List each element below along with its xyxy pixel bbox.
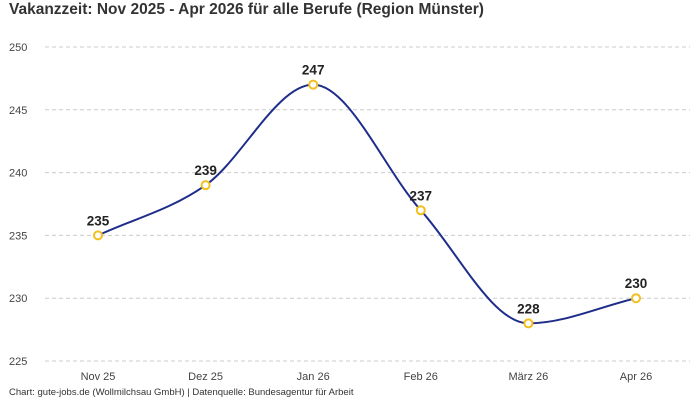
series-line — [97, 83, 637, 325]
data-point — [631, 293, 641, 304]
x-axis-ticks: Nov 25 Dez 25 Jan 26 Feb 26 März 26 Apr 26 — [81, 371, 653, 383]
data-point — [415, 205, 426, 216]
x-tick-label: Jan 26 — [297, 371, 330, 383]
y-tick-label: 230 — [9, 293, 27, 305]
y-tick-label: 225 — [9, 356, 27, 368]
data-label: 235 — [87, 213, 110, 228]
y-tick-label: 240 — [9, 168, 27, 180]
y-tick-label: 235 — [9, 230, 27, 242]
data-label: 230 — [625, 276, 648, 291]
gridlines — [45, 46, 690, 362]
x-tick-label: Feb 26 — [404, 371, 438, 383]
chart-footer: Chart: gute-jobs.de (Wollmilchsau GmbH) … — [9, 387, 354, 398]
data-labels: 235 239 247 237 228 230 — [87, 63, 648, 317]
data-label: 247 — [302, 63, 325, 78]
y-tick-label: 245 — [9, 105, 27, 117]
data-label: 239 — [194, 163, 217, 178]
y-tick-label: 250 — [9, 42, 27, 54]
data-markers — [93, 79, 641, 329]
data-point — [93, 230, 103, 241]
data-label: 237 — [410, 188, 433, 203]
data-label: 228 — [517, 301, 540, 316]
data-point — [523, 318, 534, 329]
x-tick-label: Nov 25 — [81, 371, 116, 383]
data-point — [200, 180, 211, 191]
chart-title: Vakanzzeit: Nov 2025 - Apr 2026 für alle… — [9, 1, 484, 18]
x-tick-label: Dez 25 — [188, 371, 223, 383]
x-tick-label: Apr 26 — [620, 371, 652, 383]
x-tick-label: März 26 — [509, 371, 549, 383]
y-axis-ticks: 225 230 235 240 245 250 — [9, 42, 27, 368]
data-point — [308, 79, 319, 90]
